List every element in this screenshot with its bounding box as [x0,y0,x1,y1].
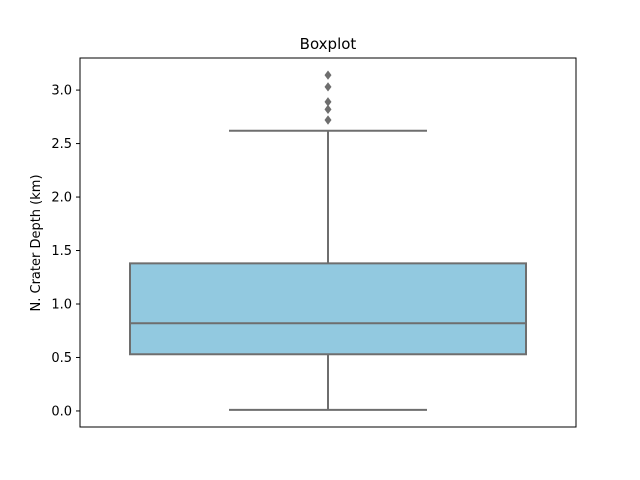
y-tick-label: 3.0 [51,84,72,99]
y-tick-label: 2.5 [51,137,72,152]
y-tick-label: 2.0 [51,191,72,206]
y-tick-label: 0.5 [51,351,72,366]
outlier-point [324,82,332,92]
iqr-box [129,262,527,356]
y-axis-title: N. Crater Depth (km) [29,174,44,311]
outlier-point [324,104,332,115]
plot-area: 0.0 0.5 1.0 1.5 2.0 2.5 3.0 [51,70,527,419]
outlier-point [324,97,332,107]
outlier-point [324,70,332,80]
outlier-point [324,115,332,125]
y-tick-label: 0.0 [51,404,72,419]
y-tick-label: 1.0 [51,298,72,313]
chart-title: Boxplot [300,35,357,53]
y-tick-label: 1.5 [51,244,72,259]
axes-frame [79,57,577,428]
